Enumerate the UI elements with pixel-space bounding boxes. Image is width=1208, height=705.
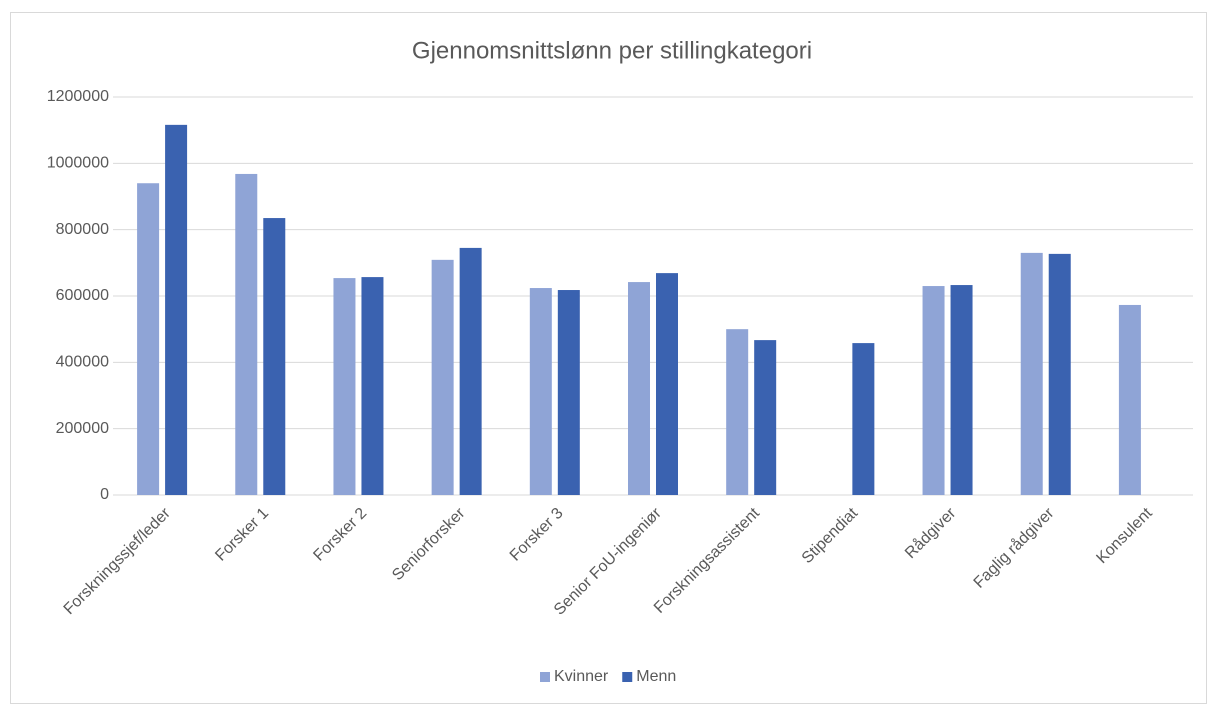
y-tick-label: 600000 bbox=[56, 287, 109, 304]
y-tick-label: 800000 bbox=[56, 221, 109, 238]
bar bbox=[1048, 253, 1071, 495]
bar bbox=[628, 282, 650, 495]
legend-swatch bbox=[540, 672, 550, 682]
bar bbox=[529, 288, 552, 495]
y-tick-label: 200000 bbox=[56, 420, 109, 437]
y-tick-label: 1000000 bbox=[47, 155, 109, 172]
chart-title: Gjennomsnittslønn per stillingkategori bbox=[412, 37, 812, 64]
y-tick-label: 400000 bbox=[56, 354, 109, 371]
bar bbox=[333, 278, 356, 495]
bar bbox=[950, 285, 973, 495]
bar bbox=[235, 173, 258, 496]
bar bbox=[361, 277, 384, 495]
bar bbox=[137, 183, 160, 495]
bar bbox=[922, 286, 945, 495]
legend-swatch bbox=[622, 672, 633, 682]
legend-label: Kvinner bbox=[554, 668, 609, 685]
bar bbox=[431, 259, 454, 495]
y-tick-label: 1200000 bbox=[47, 88, 109, 105]
bar bbox=[263, 218, 286, 495]
y-tick-label: 0 bbox=[100, 486, 109, 503]
legend-label: Menn bbox=[636, 668, 676, 685]
bar bbox=[656, 273, 678, 495]
bar bbox=[852, 343, 875, 495]
bar bbox=[557, 290, 580, 495]
bar bbox=[459, 247, 482, 495]
bar bbox=[1118, 304, 1141, 495]
bar bbox=[1020, 252, 1043, 495]
bar bbox=[754, 340, 777, 495]
bar bbox=[726, 329, 749, 495]
chart-frame bbox=[10, 12, 1207, 704]
bar bbox=[165, 124, 188, 496]
